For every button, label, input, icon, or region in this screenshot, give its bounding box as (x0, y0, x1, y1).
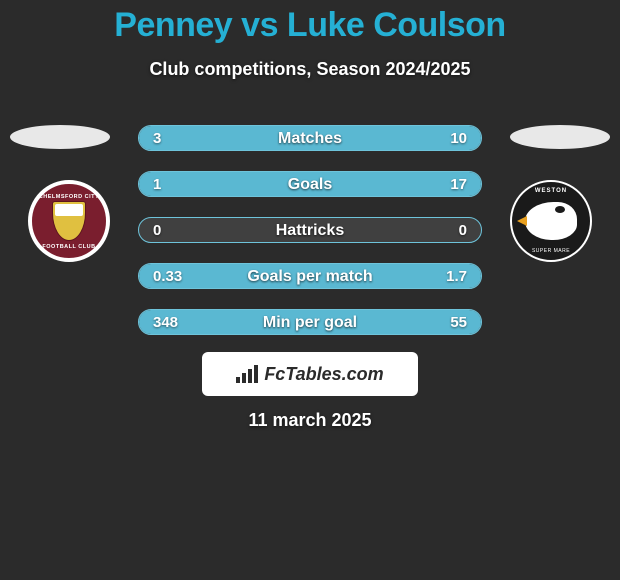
badge-left-text-bottom: FOOTBALL CLUB (42, 244, 95, 250)
stat-row: 0.331.7Goals per match (138, 263, 482, 289)
stat-label: Goals (139, 172, 481, 197)
subtitle: Club competitions, Season 2024/2025 (0, 59, 620, 80)
badge-right-text-bottom: SUPER MARE (532, 248, 570, 254)
badge-left-text-top: CHELMSFORD CITY (39, 194, 99, 200)
stat-row: 00Hattricks (138, 217, 482, 243)
club-badge-left: CHELMSFORD CITY FOOTBALL CLUB (28, 180, 110, 262)
stat-label: Goals per match (139, 264, 481, 289)
stat-label: Min per goal (139, 310, 481, 335)
page-title: Penney vs Luke Coulson (0, 0, 620, 45)
bar-chart-icon (236, 365, 258, 383)
brand-box[interactable]: FcTables.com (202, 352, 418, 396)
shadow-ellipse-left (10, 125, 110, 149)
seagull-icon (525, 202, 577, 240)
shield-icon (52, 201, 86, 241)
shadow-ellipse-right (510, 125, 610, 149)
stat-row: 34855Min per goal (138, 309, 482, 335)
stat-label: Matches (139, 126, 481, 151)
badge-right-text-top: WESTON (535, 188, 567, 194)
date-label: 11 march 2025 (0, 410, 620, 431)
comparison-bars: 310Matches 117Goals 00Hattricks 0.331.7Goal… (138, 125, 482, 355)
brand-text: FcTables.com (264, 364, 383, 385)
stat-row: 117Goals (138, 171, 482, 197)
club-badge-right: WESTON SUPER MARE (510, 180, 592, 262)
stat-label: Hattricks (139, 218, 481, 243)
stat-row: 310Matches (138, 125, 482, 151)
